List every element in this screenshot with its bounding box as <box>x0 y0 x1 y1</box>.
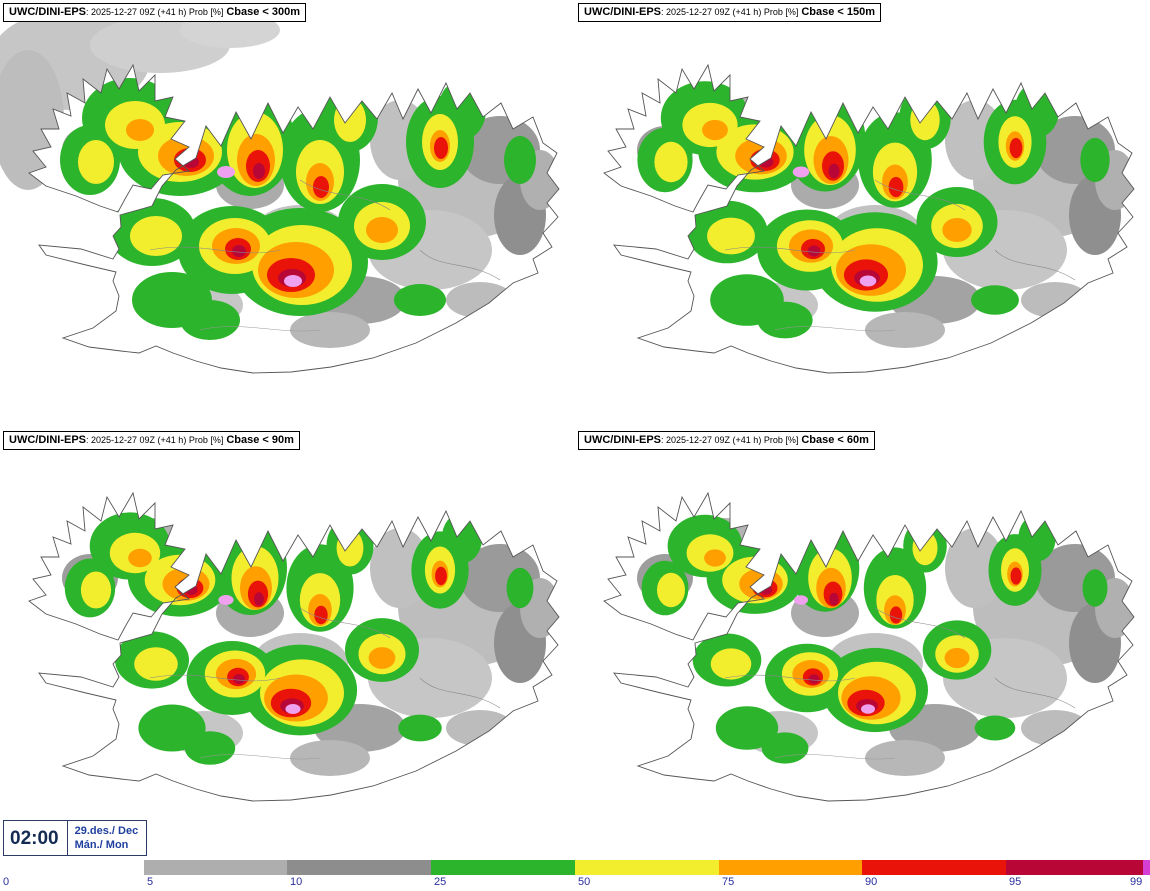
colorbar-segment <box>575 860 719 875</box>
model-name: UWC/DINI-EPS <box>9 6 86 18</box>
colorbar-segment <box>0 860 144 875</box>
threshold-label: Cbase < 150m <box>801 6 876 18</box>
colorbar-tick-label: 50 <box>578 876 591 888</box>
date-line: 29.des./ Dec <box>74 825 139 837</box>
panel-title-150m: UWC/DINI-EPS: 2025-12-27 09Z (+41 h) Pro… <box>578 3 882 22</box>
panel-title-60m: UWC/DINI-EPS: 2025-12-27 09Z (+41 h) Pro… <box>578 431 875 450</box>
colorbar-segment <box>1006 860 1143 875</box>
day-line: Mán./ Mon <box>74 839 129 851</box>
colorbar-tick-label: 90 <box>865 876 878 888</box>
colorbar-segment <box>431 860 575 875</box>
colorbar-segment <box>1143 860 1150 875</box>
run-info: : 2025-12-27 09Z (+41 h) Prob [%] <box>661 7 799 17</box>
threshold-label: Cbase < 300m <box>226 6 301 18</box>
date-box: 29.des./ Dec Mán./ Mon <box>66 821 147 855</box>
model-name: UWC/DINI-EPS <box>9 434 86 446</box>
map-panel-cbase-90m: UWC/DINI-EPS: 2025-12-27 09Z (+41 h) Pro… <box>0 428 575 856</box>
threshold-label: Cbase < 60m <box>801 434 869 446</box>
colorbar-tick-label: 75 <box>722 876 735 888</box>
iceland-probability-map-150m <box>575 0 1150 428</box>
iceland-probability-map-90m <box>0 428 575 856</box>
map-panel-cbase-150m: UWC/DINI-EPS: 2025-12-27 09Z (+41 h) Pro… <box>575 0 1150 428</box>
colorbar-tick-label: 99 <box>1130 876 1143 888</box>
colorbar-tick-label: 25 <box>434 876 447 888</box>
colorbar-segment <box>287 860 431 875</box>
valid-time: 02:00 <box>10 827 59 849</box>
model-name: UWC/DINI-EPS <box>584 434 661 446</box>
panel-title-300m: UWC/DINI-EPS: 2025-12-27 09Z (+41 h) Pro… <box>3 3 307 22</box>
colorbar-tick-label: 5 <box>147 876 154 888</box>
panel-title-90m: UWC/DINI-EPS: 2025-12-27 09Z (+41 h) Pro… <box>3 431 300 450</box>
colorbar-tick-label: 10 <box>290 876 303 888</box>
iceland-probability-map-300m <box>0 0 575 428</box>
colorbar-segment <box>719 860 862 875</box>
colorbar-tick-label: 0 <box>3 876 10 888</box>
run-info: : 2025-12-27 09Z (+41 h) Prob [%] <box>86 435 224 445</box>
iceland-probability-map-60m <box>575 428 1150 856</box>
run-info: : 2025-12-27 09Z (+41 h) Prob [%] <box>661 435 799 445</box>
map-grid: UWC/DINI-EPS: 2025-12-27 09Z (+41 h) Pro… <box>0 0 1150 856</box>
model-name: UWC/DINI-EPS <box>584 6 661 18</box>
colorbar-tick-label: 95 <box>1009 876 1022 888</box>
valid-time-box: 02:00 29.des./ Dec Mán./ Mon <box>3 820 148 856</box>
colorbar-segment <box>862 860 1006 875</box>
map-panel-cbase-60m: UWC/DINI-EPS: 2025-12-27 09Z (+41 h) Pro… <box>575 428 1150 856</box>
probability-colorbar: 0 5 10 25 50 75 90 95 99 <box>0 858 1150 891</box>
run-info: : 2025-12-27 09Z (+41 h) Prob [%] <box>86 7 224 17</box>
threshold-label: Cbase < 90m <box>226 434 294 446</box>
colorbar-segments <box>0 860 1150 875</box>
colorbar-segment <box>144 860 287 875</box>
map-panel-cbase-300m: UWC/DINI-EPS: 2025-12-27 09Z (+41 h) Pro… <box>0 0 575 428</box>
